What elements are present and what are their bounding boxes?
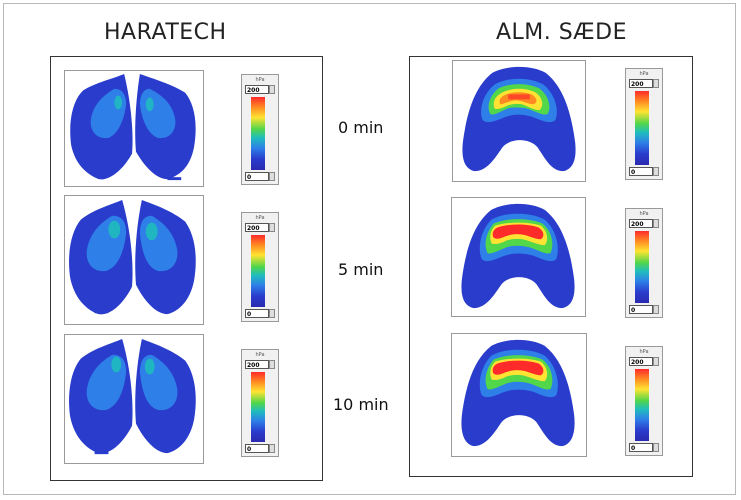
scale-max-field: 200 bbox=[629, 357, 653, 366]
scale-max-spinner[interactable] bbox=[269, 85, 275, 94]
scale-unit: hPa bbox=[639, 211, 649, 217]
pressure-scale-haratech-0min: hPa 200 0 bbox=[241, 74, 279, 185]
pressure-scale-haratech-10min: hPa 200 0 bbox=[241, 349, 279, 457]
scale-min-spinner[interactable] bbox=[653, 305, 659, 314]
scale-max-spinner[interactable] bbox=[269, 360, 275, 369]
scale-min-spinner[interactable] bbox=[269, 444, 275, 453]
scale-max-field: 200 bbox=[245, 360, 269, 369]
title-haratech: HARATECH bbox=[104, 20, 227, 45]
scale-color-bar bbox=[635, 231, 649, 303]
time-label-5: 5 min bbox=[338, 260, 384, 279]
scale-min-field: 0 bbox=[629, 443, 653, 452]
alm-saede-map-0min bbox=[452, 60, 586, 182]
scale-max-spinner[interactable] bbox=[653, 219, 659, 228]
scale-min-field: 0 bbox=[629, 305, 653, 314]
scale-color-bar bbox=[251, 372, 265, 442]
haratech-map-5min bbox=[64, 195, 204, 325]
time-label-10: 10 min bbox=[333, 395, 389, 414]
pressure-scale-alm-10min: hPa 200 0 bbox=[625, 346, 663, 456]
scale-max-spinner[interactable] bbox=[653, 357, 659, 366]
scale-color-bar bbox=[251, 235, 265, 307]
pressure-scale-haratech-5min: hPa 200 0 bbox=[241, 212, 279, 322]
time-label-0: 0 min bbox=[338, 118, 384, 137]
scale-min-spinner[interactable] bbox=[653, 167, 659, 176]
pressure-scale-alm-5min: hPa 200 0 bbox=[625, 208, 663, 318]
scale-color-bar bbox=[251, 97, 265, 170]
scale-max-spinner[interactable] bbox=[269, 223, 275, 232]
scale-unit: hPa bbox=[639, 71, 649, 77]
scale-min-spinner[interactable] bbox=[269, 172, 275, 181]
scale-color-bar bbox=[635, 369, 649, 441]
scale-max-field: 200 bbox=[629, 79, 653, 88]
scale-unit: hPa bbox=[255, 77, 265, 83]
haratech-map-0min bbox=[64, 70, 204, 187]
scale-max-spinner[interactable] bbox=[653, 79, 659, 88]
haratech-map-10min bbox=[64, 334, 204, 464]
title-alm-saede: ALM. SÆDE bbox=[496, 20, 628, 45]
scale-max-field: 200 bbox=[245, 85, 269, 94]
scale-min-field: 0 bbox=[629, 167, 653, 176]
pressure-scale-alm-0min: hPa 200 0 bbox=[625, 68, 663, 180]
scale-max-field: 200 bbox=[629, 219, 653, 228]
scale-min-field: 0 bbox=[245, 309, 269, 318]
scale-max-field: 200 bbox=[245, 223, 269, 232]
scale-min-field: 0 bbox=[245, 172, 269, 181]
alm-saede-map-5min bbox=[451, 197, 586, 317]
scale-min-spinner[interactable] bbox=[269, 309, 275, 318]
scale-unit: hPa bbox=[255, 215, 265, 221]
scale-min-spinner[interactable] bbox=[653, 443, 659, 452]
scale-unit: hPa bbox=[255, 352, 265, 358]
scale-color-bar bbox=[635, 91, 649, 165]
alm-saede-map-10min bbox=[451, 333, 587, 457]
scale-min-field: 0 bbox=[245, 444, 269, 453]
scale-unit: hPa bbox=[639, 349, 649, 355]
